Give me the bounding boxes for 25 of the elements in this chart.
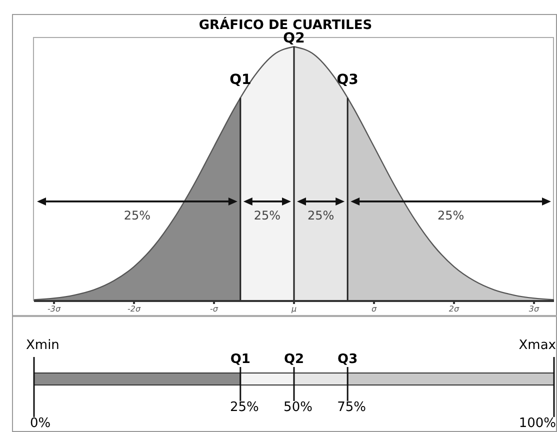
x-tick-label: -σ: [210, 304, 219, 314]
x-tick-label: 3σ: [528, 304, 540, 314]
text: Xmin: [26, 338, 60, 353]
x-tick-label: -3σ: [47, 304, 62, 314]
ref-line-label: Q2: [283, 30, 305, 47]
text: Xmax: [518, 338, 556, 353]
x-tick-label: -2σ: [127, 304, 142, 314]
ref-line-label: Q3: [336, 72, 358, 88]
annotation: 25%: [254, 208, 281, 222]
text: Q3: [338, 352, 358, 367]
text: 25%: [230, 400, 259, 415]
x-tick-label: σ: [371, 304, 378, 314]
annotation: 25%: [307, 208, 334, 222]
text: Q1: [230, 352, 250, 367]
text: Q2: [284, 352, 304, 367]
text: 100%: [518, 416, 556, 431]
ref-line-label: Q1: [230, 72, 252, 88]
text: 50%: [284, 400, 312, 415]
x-tick-label: μ: [290, 304, 297, 314]
text: 75%: [337, 400, 366, 415]
chart-title: GRÁFICO DE CUARTILES: [198, 18, 374, 33]
text: 0%: [30, 416, 51, 431]
x-tick-label: 2σ: [448, 304, 460, 314]
annotation: 25%: [437, 208, 464, 222]
annotation: 25%: [124, 208, 151, 222]
